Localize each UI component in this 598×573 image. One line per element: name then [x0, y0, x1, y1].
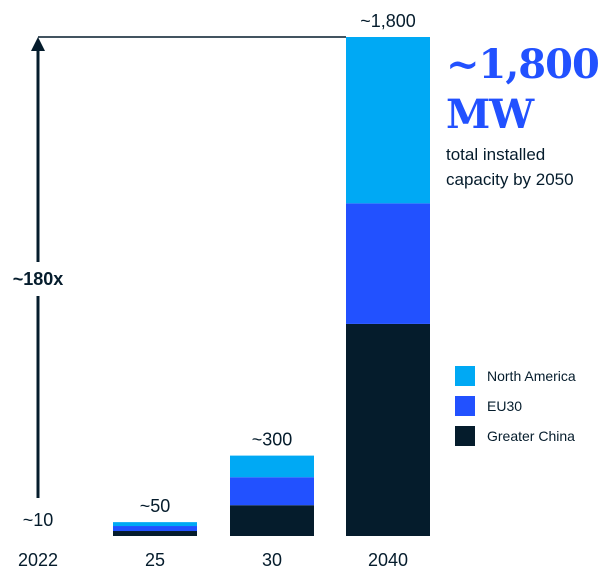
legend-item-eu30: EU30 [455, 396, 576, 416]
total-label: ~50 [140, 496, 171, 516]
callout-text: total installed capacity by 2050 [446, 145, 574, 189]
legend-item-north-america: North America [455, 366, 576, 386]
bar-segment [230, 477, 314, 506]
total-label: ~1,800 [360, 11, 416, 31]
legend-label: EU30 [487, 398, 523, 414]
x-tick-label: 25 [145, 550, 165, 570]
growth-arrow-head [31, 37, 45, 51]
total-label: ~10 [23, 510, 54, 530]
x-tick-label: 30 [262, 550, 282, 570]
legend: North America EU30 Greater China [455, 366, 576, 456]
legend-item-greater-china: Greater China [455, 426, 576, 446]
bar-segment [113, 526, 197, 532]
legend-label: Greater China [487, 428, 575, 444]
legend-label: North America [487, 368, 576, 384]
x-axis-ticks: 2022 25 30 2040 [18, 550, 408, 570]
bar-segment [346, 37, 430, 204]
growth-label: ~180x [13, 269, 64, 289]
callout: ~1,800 MW total installed capacity by 20… [446, 40, 598, 192]
bar-segment [230, 455, 314, 478]
callout-unit: MW [446, 91, 534, 138]
bar-segment [230, 505, 314, 536]
total-labels: ~10 ~50 ~300 ~1,800 [23, 11, 416, 530]
growth-arrow: ~180x [13, 36, 346, 498]
bars [113, 37, 430, 536]
total-label: ~300 [252, 430, 293, 450]
bar-segment [346, 323, 430, 536]
legend-swatch [455, 396, 475, 416]
legend-swatch [455, 366, 475, 386]
bar-segment [113, 531, 197, 536]
x-tick-label: 2022 [18, 550, 58, 570]
legend-swatch [455, 426, 475, 446]
bar-segment [113, 522, 197, 527]
bar-segment [346, 203, 430, 324]
x-tick-label: 2040 [368, 550, 408, 570]
callout-value: ~1,800 [446, 41, 598, 88]
